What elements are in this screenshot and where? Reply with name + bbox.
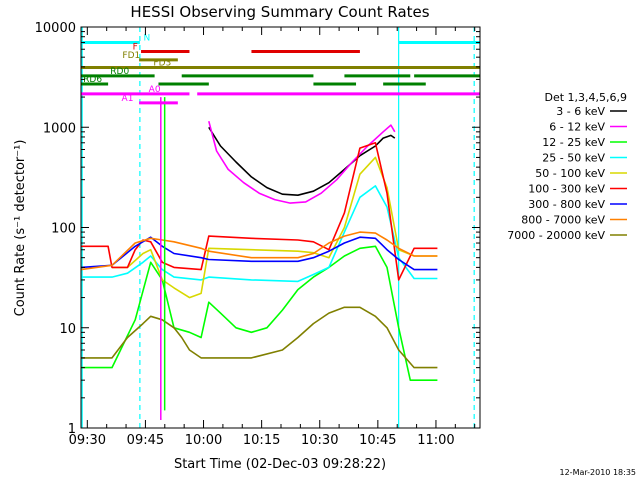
y-axis-label: Count Rate (s⁻¹ detector⁻¹) xyxy=(13,140,28,317)
series-line-7 xyxy=(80,236,438,271)
series-line-1 xyxy=(208,126,396,196)
legend-label-6: 100 - 300 keV xyxy=(528,183,605,196)
legend-label-1: 3 - 6 keV xyxy=(556,105,605,118)
flag-label-n: N xyxy=(143,34,150,44)
legend-label-2: 6 - 12 keV xyxy=(549,121,605,134)
series-line-8 xyxy=(80,231,438,271)
flag-label-rd6: RD6 xyxy=(83,75,102,85)
y-tick-label: 10 xyxy=(59,322,76,337)
series-line-2 xyxy=(208,120,396,204)
flag-label-f: F xyxy=(133,42,138,52)
flag-label-fd1: FD1 xyxy=(122,51,140,61)
x-tick-label: 11:00 xyxy=(417,433,454,448)
legend-label-9: 7000 - 20000 keV xyxy=(507,229,605,242)
x-tick-label: 09:30 xyxy=(69,433,106,448)
flag-label-rd0: RD0 xyxy=(110,67,129,77)
x-tick-label: 10:15 xyxy=(243,433,280,448)
legend-label-7: 300 - 800 keV xyxy=(528,198,605,211)
legend-label-3: 12 - 25 keV xyxy=(542,136,605,149)
x-tick-label: 10:30 xyxy=(301,433,338,448)
flag-label-fd3: FD3 xyxy=(153,58,171,68)
legend: 3 - 6 keV 6 - 12 keV 12 - 25 keV 25 - 50 ke… xyxy=(507,105,627,242)
legend-title: Det 1,3,4,5,6,9 xyxy=(544,91,627,104)
legend-label-5: 50 - 100 keV xyxy=(535,167,605,180)
y-tick-label: 1000 xyxy=(43,121,76,136)
x-tick-label: 10:00 xyxy=(185,433,222,448)
flag-label-a0: A0 xyxy=(149,85,161,95)
spike-lines xyxy=(160,97,166,421)
legend-label-8: 800 - 7000 keV xyxy=(521,214,605,227)
x-tick-label: 09:45 xyxy=(127,433,164,448)
x-tick-label: 10:45 xyxy=(359,433,396,448)
axis-ticks: 09:30 09:45 10:00 10:15 10:30 10:45 11:00 1 10 10… xyxy=(35,21,480,448)
y-tick-label: 100 xyxy=(51,222,76,237)
chart-title: HESSI Observing Summary Count Rates xyxy=(130,3,429,21)
x-axis-label: Start Time (02-Dec-03 09:28:22) xyxy=(174,457,386,472)
series-lines xyxy=(80,120,438,382)
legend-label-4: 25 - 50 keV xyxy=(542,152,605,165)
series-line-4 xyxy=(81,185,438,283)
series-line-9 xyxy=(81,306,438,369)
y-tick-label: 10000 xyxy=(35,21,76,36)
series-line-6 xyxy=(81,142,438,281)
y-tick-label: 1 xyxy=(68,422,76,437)
flag-label-a1: A1 xyxy=(122,94,134,104)
footer-date: 12-Mar-2010 18:35 xyxy=(560,468,637,477)
